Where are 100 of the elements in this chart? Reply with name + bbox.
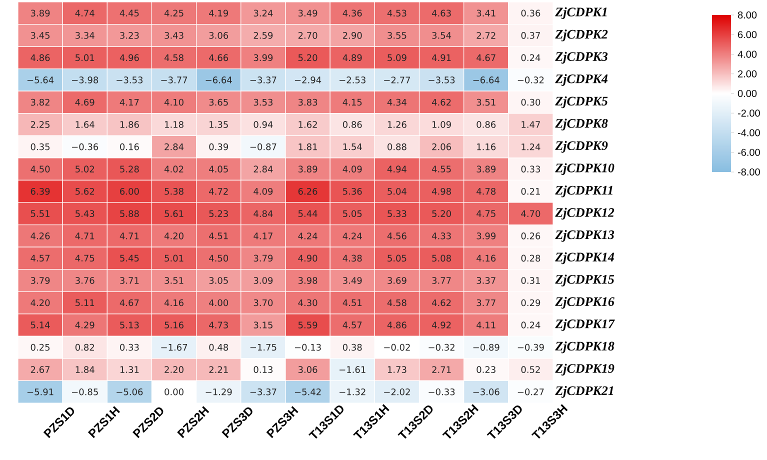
data-label: 3.49 [343, 277, 362, 284]
data-label: 4.90 [298, 254, 318, 262]
data-label: 1.16 [477, 143, 496, 150]
data-label: −1.61 [340, 366, 366, 373]
y-tick-label: ZjCDPK4 [555, 74, 608, 86]
data-label: 0.00 [164, 388, 184, 396]
data-label: 6.26 [298, 188, 318, 195]
data-label: 4.38 [342, 254, 362, 262]
data-label: 5.88 [120, 210, 139, 218]
data-label: 4.16 [164, 299, 184, 306]
data-label: 4.74 [75, 10, 94, 16]
data-label: 4.75 [476, 210, 496, 217]
data-label: −0.89 [473, 344, 500, 351]
data-label: 4.53 [387, 10, 406, 17]
data-label: 4.78 [476, 188, 496, 195]
data-label: 2.84 [254, 166, 273, 172]
y-tick-label: ZjCDPK14 [555, 252, 614, 264]
data-label: 0.25 [30, 344, 50, 351]
data-label: 3.06 [298, 366, 318, 373]
data-label: −0.02 [384, 344, 410, 351]
data-label: 3.53 [254, 98, 273, 106]
data-label: 3.89 [30, 10, 50, 17]
data-label: 0.36 [521, 10, 540, 17]
data-label: 4.51 [209, 232, 228, 240]
y-tick-label: ZjCDPK17 [555, 319, 615, 331]
data-label: 3.24 [254, 10, 273, 17]
data-label: 4.96 [120, 54, 139, 62]
data-label: −1.75 [250, 344, 276, 351]
data-label: 2.71 [432, 366, 451, 373]
data-label: 4.71 [120, 232, 139, 240]
data-label: 0.37 [521, 32, 540, 39]
data-label: 0.23 [476, 366, 496, 373]
data-label: 4.69 [75, 98, 94, 106]
y-tick-label: ZjCDPK8 [555, 118, 608, 130]
data-label: 5.43 [76, 210, 94, 218]
data-label: 4.15 [342, 98, 362, 106]
data-label: 1.26 [388, 121, 406, 128]
y-tick-label: ZjCDPK15 [555, 274, 614, 286]
color-bar-label: 8.00 [738, 11, 757, 19]
y-tick-label: ZjCDPK21 [555, 386, 614, 398]
data-label: 3.51 [164, 277, 184, 284]
data-label: 0.39 [209, 143, 228, 150]
data-label: 4.24 [298, 232, 318, 240]
data-label: 1.31 [120, 366, 139, 373]
y-tick-label: ZjCDPK11 [555, 185, 612, 198]
data-label: 4.98 [432, 188, 451, 195]
data-label: 4.84 [254, 210, 273, 218]
data-label: 3.76 [76, 277, 94, 284]
data-label: 4.62 [432, 299, 451, 306]
data-label: 4.00 [209, 299, 228, 306]
data-label: 1.54 [343, 143, 362, 150]
data-label: 4.29 [75, 322, 94, 328]
data-label: 3.83 [298, 98, 318, 106]
data-label: −5.42 [294, 388, 321, 396]
data-label: −3.37 [250, 76, 276, 84]
data-label: 4.55 [432, 166, 451, 172]
data-label: 5.28 [120, 166, 139, 172]
data-label: 4.63 [432, 10, 451, 17]
data-label: 3.82 [30, 98, 50, 106]
data-label: 4.30 [298, 299, 318, 306]
data-label: 2.59 [254, 32, 273, 39]
data-label: 4.17 [254, 232, 272, 240]
data-label: 0.82 [75, 344, 94, 351]
data-label: 2.06 [432, 143, 451, 150]
data-label: 0.31 [521, 277, 540, 284]
data-label: 3.41 [476, 10, 496, 17]
data-label: 1.62 [298, 121, 317, 128]
data-label: 5.05 [343, 210, 362, 218]
data-label: 4.86 [30, 54, 50, 62]
data-label: 3.23 [120, 32, 139, 39]
data-label: 0.94 [254, 121, 273, 128]
color-bar-label: -6.00 [738, 148, 760, 156]
data-label: −6.64 [206, 76, 232, 84]
data-label: 5.05 [388, 254, 406, 262]
data-label: 4.70 [521, 210, 540, 218]
data-label: 4.73 [209, 322, 228, 328]
data-label: −2.77 [384, 76, 410, 84]
data-label: −0.85 [72, 388, 98, 396]
data-label: 6.39 [30, 188, 50, 195]
data-label: 5.44 [298, 210, 318, 217]
data-label: 4.67 [120, 299, 139, 306]
data-label: 4.16 [476, 254, 496, 262]
data-label: 2.84 [164, 143, 184, 150]
data-label: 5.20 [432, 210, 451, 218]
data-label: 0.30 [521, 98, 540, 106]
data-label: 5.36 [343, 188, 362, 195]
data-label: 4.11 [476, 322, 496, 328]
data-label: 4.50 [30, 166, 50, 172]
data-label: 0.86 [476, 121, 496, 128]
data-label: 5.01 [76, 54, 94, 62]
data-label: 4.58 [164, 54, 184, 62]
data-label: 5.01 [164, 254, 184, 262]
data-label: 0.88 [388, 143, 406, 150]
data-label: 0.33 [521, 166, 540, 172]
data-label: 4.20 [164, 232, 184, 240]
y-tick-label: ZjCDPK10 [555, 163, 614, 175]
data-label: 0.24 [521, 322, 540, 328]
data-label: 5.13 [120, 322, 139, 328]
data-label: 1.24 [522, 143, 540, 150]
data-label: 3.70 [254, 299, 273, 306]
